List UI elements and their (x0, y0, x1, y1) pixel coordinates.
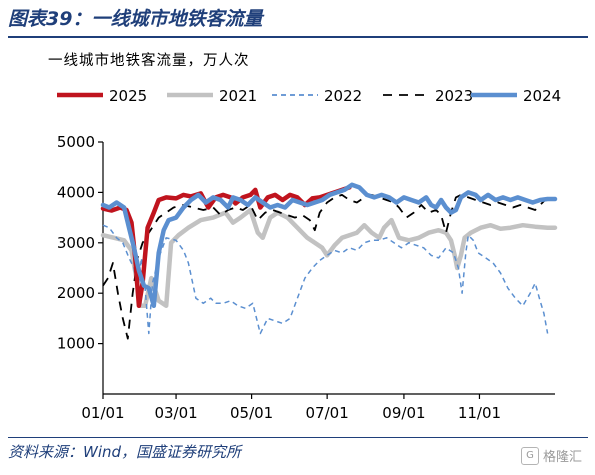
x-tick-label: 09/01 (382, 404, 425, 422)
series-line-2022 (102, 224, 549, 335)
series-line-2023 (102, 193, 549, 340)
legend-label-2021: 2021 (219, 87, 257, 105)
chart-legend: 2025 2021 2022 2023 2024 (57, 87, 561, 105)
y-tick-label: 2000 (57, 284, 95, 302)
series-line-2024 (100, 182, 558, 309)
y-tick-label: 1000 (57, 335, 95, 353)
legend-label-2022: 2022 (324, 87, 362, 105)
y-tick-label: 4000 (57, 183, 95, 201)
y-tick-label: 5000 (57, 133, 95, 151)
x-tick-label: 03/01 (154, 404, 197, 422)
watermark-text: 格隆汇 (543, 450, 583, 465)
x-tick-label: 07/01 (306, 404, 349, 422)
watermark: G 格隆汇 (521, 446, 582, 465)
watermark-logo-icon: G (521, 446, 539, 465)
y-tick-label: 3000 (57, 234, 95, 252)
source-divider (8, 437, 588, 438)
title-underline (8, 36, 588, 38)
legend-label-2025: 2025 (109, 87, 147, 105)
plot-series-group (100, 182, 558, 340)
series-line-2021 (100, 207, 558, 309)
x-tick-label: 01/01 (81, 404, 124, 422)
legend-label-2024: 2024 (523, 87, 561, 105)
legend-label-2023: 2023 (435, 87, 473, 105)
chart-subtitle: 一线城市地铁客流量，万人次 (48, 53, 250, 69)
x-tick-label: 05/01 (230, 404, 273, 422)
source-note: 资料来源：Wind，国盛证券研究所 (8, 443, 242, 461)
figure-title: 图表39：一线城市地铁客流量 (8, 8, 263, 30)
y-axis: 1000 2000 3000 4000 5000 (57, 133, 104, 394)
x-tick-label: 11/01 (458, 404, 501, 422)
x-axis: 01/01 03/01 05/01 07/01 09/01 11/01 (81, 393, 555, 422)
